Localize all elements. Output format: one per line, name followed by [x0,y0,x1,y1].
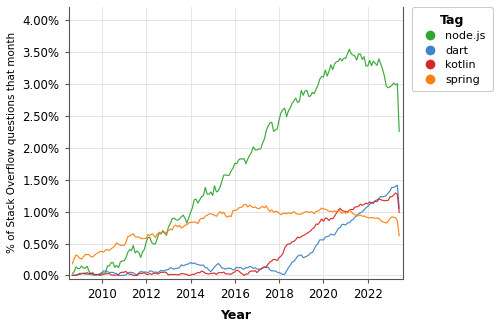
X-axis label: Year: Year [220,309,252,322]
Legend: node.js, dart, kotlin, spring: node.js, dart, kotlin, spring [412,7,492,91]
Y-axis label: % of Stack Overflow questions that month: % of Stack Overflow questions that month [7,32,17,253]
